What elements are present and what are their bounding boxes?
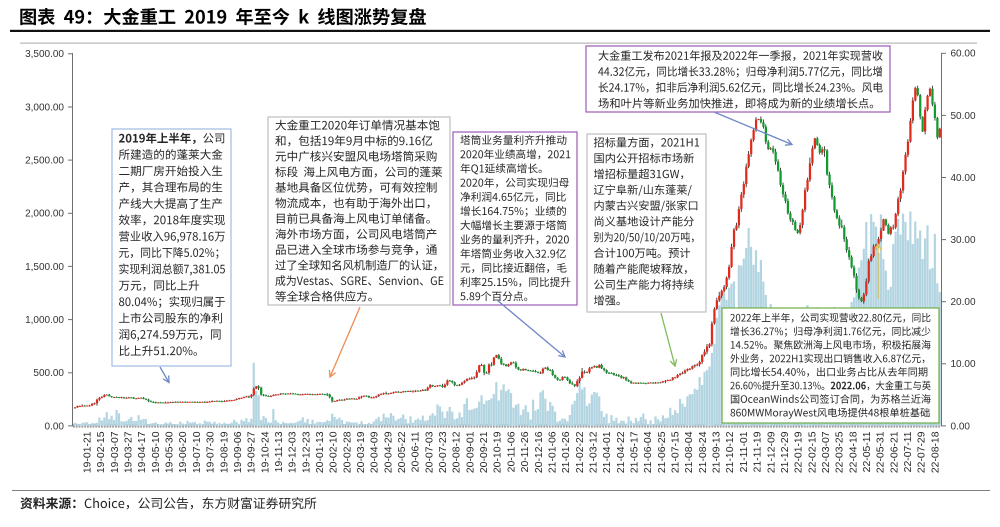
svg-text:19-04-17: 19-04-17 [137,431,148,473]
svg-text:3,000.00: 3,000.00 [25,102,64,113]
svg-text:19-03-27: 19-03-27 [124,431,135,473]
svg-text:21-10-12: 21-10-12 [725,431,736,473]
svg-text:22-04-18: 22-04-18 [848,431,859,473]
svg-text:19-03-07: 19-03-07 [110,431,121,473]
svg-text:22-03-25: 22-03-25 [835,431,846,473]
svg-text:20-03-19: 20-03-19 [356,431,367,473]
svg-text:20-01-13: 20-01-13 [315,431,326,473]
svg-text:3,500.00: 3,500.00 [25,49,64,60]
svg-text:19-05-10: 19-05-10 [151,431,162,473]
svg-text:20-07-23: 20-07-23 [438,431,449,473]
svg-text:21-08-24: 21-08-24 [698,431,709,473]
svg-text:21-11-19: 21-11-19 [753,431,764,472]
svg-text:22-05-11: 22-05-11 [862,431,873,472]
svg-text:21-03-12: 21-03-12 [589,431,600,473]
svg-text:20-08-12: 20-08-12 [452,431,463,473]
svg-text:500.00: 500.00 [33,368,64,379]
svg-text:21-12-09: 21-12-09 [766,431,777,473]
svg-text:19-09-06: 19-09-06 [233,431,244,473]
svg-text:22-07-29: 22-07-29 [917,431,928,473]
svg-text:21-04-22: 21-04-22 [616,431,627,473]
svg-text:22-06-21: 22-06-21 [889,431,900,473]
svg-text:19-08-19: 19-08-19 [219,431,230,473]
svg-text:19-11-13: 19-11-13 [274,431,285,472]
svg-text:19-12-03: 19-12-03 [288,431,299,473]
svg-text:22-01-19: 22-01-19 [794,431,805,473]
svg-text:21-07-15: 21-07-15 [671,431,682,473]
svg-text:20-04-09: 20-04-09 [370,431,381,473]
svg-text:2,500.00: 2,500.00 [25,156,64,167]
svg-text:22-02-15: 22-02-15 [807,431,818,473]
svg-text:1,500.00: 1,500.00 [25,262,64,273]
svg-text:21-06-25: 21-06-25 [657,431,668,473]
svg-text:22-08-18: 22-08-18 [930,431,941,473]
svg-text:19-06-20: 19-06-20 [178,431,189,473]
svg-text:19-07-10: 19-07-10 [192,431,203,473]
svg-text:21-01-06: 21-01-06 [548,431,559,473]
svg-text:2,000.00: 2,000.00 [25,209,64,220]
svg-text:22-03-07: 22-03-07 [821,431,832,473]
svg-text:20-09-21: 20-09-21 [479,431,490,473]
svg-text:21-08-04: 21-08-04 [684,431,695,473]
svg-text:20.00: 20.00 [951,297,976,308]
svg-text:19-12-23: 19-12-23 [301,431,312,473]
svg-text:21-06-04: 21-06-04 [643,431,654,473]
svg-text:19-02-15: 19-02-15 [96,431,107,473]
svg-text:50.00: 50.00 [951,111,976,122]
svg-text:19-09-27: 19-09-27 [247,431,258,473]
svg-text:22-05-31: 22-05-31 [876,431,887,473]
svg-text:20-09-01: 20-09-01 [465,431,476,473]
svg-text:0.00: 0.00 [45,421,65,432]
svg-text:20-06-11: 20-06-11 [411,431,422,472]
svg-text:1,000.00: 1,000.00 [25,315,64,326]
svg-text:20-10-19: 20-10-19 [493,431,504,473]
svg-text:21-09-13: 21-09-13 [712,431,723,473]
svg-text:60.00: 60.00 [951,49,976,60]
svg-text:19-10-24: 19-10-24 [260,431,271,473]
svg-text:20-02-28: 20-02-28 [342,431,353,473]
svg-text:19-05-30: 19-05-30 [165,431,176,473]
svg-text:19-01-21: 19-01-21 [83,431,94,473]
svg-text:21-01-26: 21-01-26 [561,431,572,473]
svg-text:40.00: 40.00 [951,173,976,184]
svg-text:20-11-26: 20-11-26 [520,431,531,472]
svg-text:0.00: 0.00 [951,421,971,432]
svg-text:21-12-29: 21-12-29 [780,431,791,473]
svg-text:20-04-29: 20-04-29 [383,431,394,473]
svg-text:20-07-03: 20-07-03 [424,431,435,473]
svg-text:20-05-22: 20-05-22 [397,431,408,473]
svg-text:19-07-30: 19-07-30 [206,431,217,473]
svg-text:21-11-01: 21-11-01 [739,431,750,472]
svg-text:21-05-17: 21-05-17 [630,431,641,473]
svg-text:20-11-06: 20-11-06 [506,431,517,472]
svg-text:30.00: 30.00 [951,235,976,246]
svg-text:21-02-22: 21-02-22 [575,431,586,473]
svg-text:21-04-01: 21-04-01 [602,431,613,473]
svg-text:20-12-16: 20-12-16 [534,431,545,473]
svg-text:22-07-11: 22-07-11 [903,431,914,472]
svg-text:10.00: 10.00 [951,359,976,370]
svg-text:20-02-10: 20-02-10 [329,431,340,473]
